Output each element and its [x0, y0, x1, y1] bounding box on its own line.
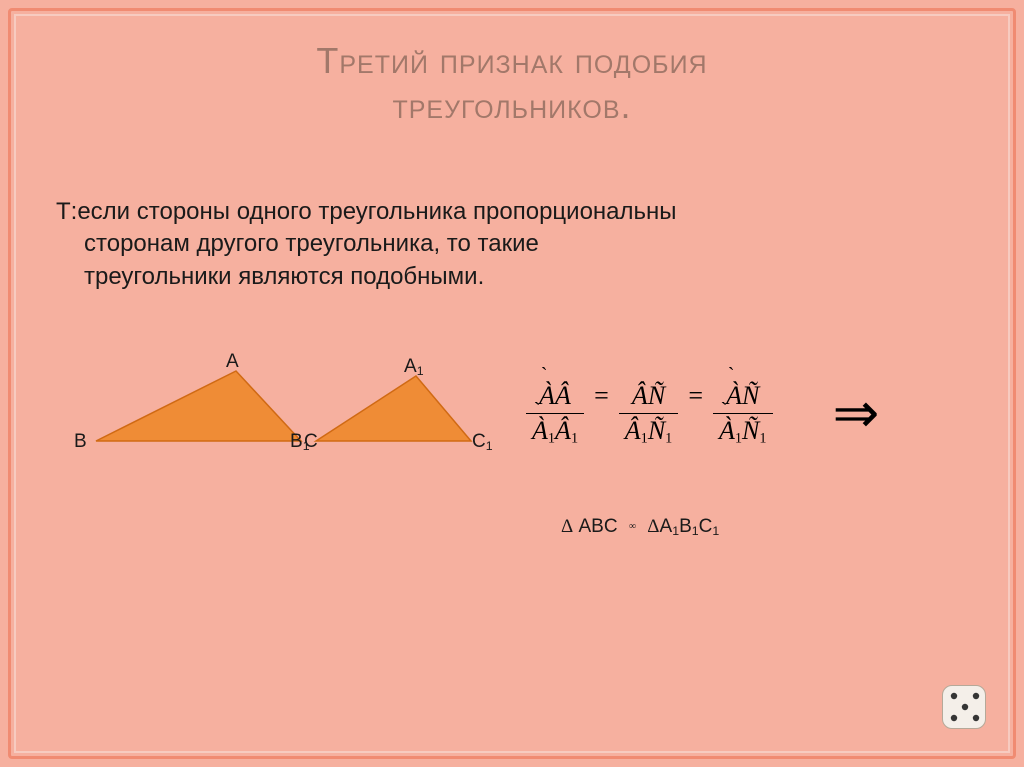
vertex-label-a: А	[226, 351, 239, 373]
implies-symbol: ⇒	[833, 381, 880, 446]
fraction-group: ÀÂÀ1Â1=ÂÑÂ1Ñ1=ÀÑÀ1Ñ1	[526, 381, 773, 447]
title-line-1: Третий признак подобия	[16, 38, 1008, 83]
dice-icon	[943, 685, 985, 729]
triangle-small: А1 В1 С1	[306, 361, 491, 461]
theorem-line-1: Т:если стороны одного треугольника пропо…	[56, 196, 956, 228]
triangle-large-svg	[86, 361, 316, 456]
slide-inner-frame: Третий признак подобия треугольников. Т:…	[14, 14, 1010, 753]
triangle-large-shape	[96, 371, 301, 441]
slide-title: Третий признак подобия треугольников.	[16, 16, 1008, 128]
theorem-line-2: сторонам другого треугольника, то такие	[56, 228, 956, 260]
abc-text: ABC	[579, 516, 618, 537]
dice-button[interactable]	[942, 685, 986, 729]
triangle-small-shape	[316, 376, 471, 441]
delta-symbol-1: Δ	[561, 516, 573, 537]
vertex-label-a1: А1	[404, 356, 424, 378]
title-line-2: треугольников.	[16, 83, 1008, 128]
theorem-text: Т:если стороны одного треугольника пропо…	[56, 196, 956, 293]
similarity-symbol: ∞	[623, 521, 642, 532]
vertex-label-b1: В1	[290, 431, 310, 453]
a1b1c1-text: A1B1C1	[660, 516, 720, 537]
vertex-label-c1: С1	[472, 431, 493, 453]
proportion-formula: ÀÂÀ1Â1=ÂÑÂ1Ñ1=ÀÑÀ1Ñ1 ⇒	[526, 381, 879, 447]
theorem-line-3: треугольники являются подобными.	[56, 261, 956, 293]
triangle-large: А В С	[86, 361, 316, 461]
conclusion-text: Δ ABC ∞ ΔA1B1C1	[561, 516, 719, 538]
vertex-label-b: В	[74, 431, 87, 453]
delta-symbol-2: Δ	[647, 516, 659, 537]
triangle-small-svg	[306, 361, 491, 456]
slide-outer-frame: Третий признак подобия треугольников. Т:…	[8, 8, 1016, 759]
